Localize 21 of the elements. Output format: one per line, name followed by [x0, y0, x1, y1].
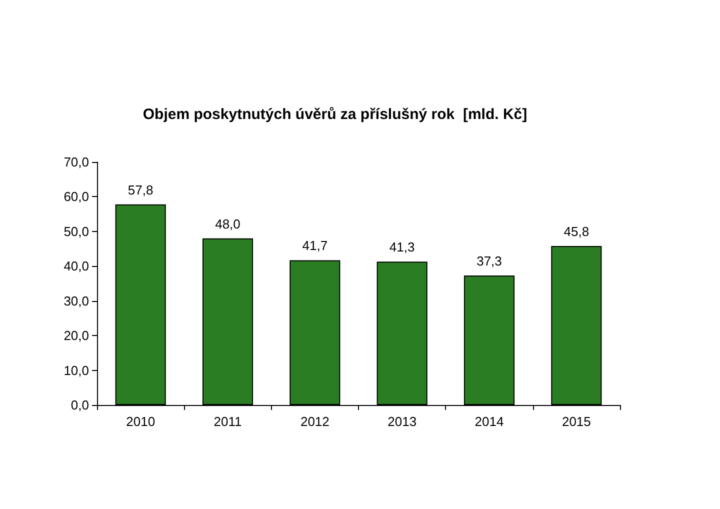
y-tick-label: 20,0	[64, 328, 89, 344]
y-tick-label: 50,0	[64, 224, 89, 239]
data-label: 57,8	[128, 182, 154, 198]
y-tick-label: 30,0	[64, 293, 89, 308]
y-tick-label: 10,0	[64, 362, 89, 378]
data-label: 48,0	[215, 216, 240, 232]
y-tick-label: 70,0	[64, 154, 89, 170]
chart-title: Objem poskytnutých úvěrů za příslušný rok [mld. Kč]	[142, 106, 528, 123]
data-label: 37,3	[476, 254, 502, 269]
x-tick-label: 2011	[214, 414, 242, 429]
x-tick-label: 2015	[562, 414, 591, 429]
data-label: 41,3	[389, 240, 415, 255]
data-label: 41,7	[302, 238, 328, 254]
x-tick-label: 2013	[388, 414, 417, 429]
y-tick-label: 0,0	[70, 398, 89, 412]
x-tick-label: 2010	[126, 414, 156, 429]
y-tick-label: 40,0	[64, 258, 89, 274]
data-label: 45,8	[564, 224, 590, 240]
y-tick-label: 60,0	[64, 189, 89, 204]
x-tick-label: 2012	[300, 414, 330, 429]
x-tick-label: 2014	[474, 414, 504, 429]
